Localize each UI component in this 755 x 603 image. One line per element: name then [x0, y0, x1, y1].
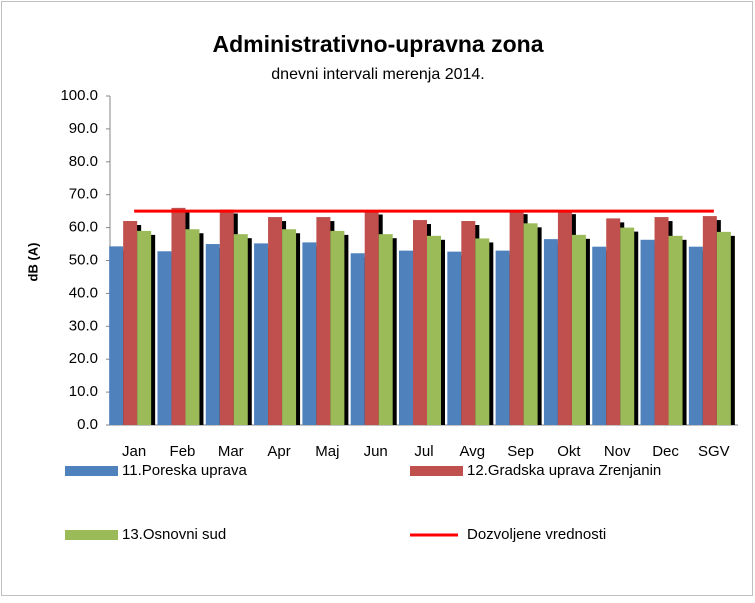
bar	[399, 250, 413, 425]
legend-label: 11.Poreska uprava	[122, 462, 247, 479]
legend-swatch	[410, 466, 463, 476]
y-tick-label: 50.0	[69, 251, 98, 268]
legend-label: Dozvoljene vrednosti	[467, 526, 606, 543]
x-tick-label: Nov	[604, 443, 631, 460]
bar	[543, 239, 558, 425]
bar	[668, 235, 683, 425]
x-tick-label: SGV	[698, 443, 730, 460]
bar	[219, 209, 234, 425]
bar	[475, 238, 490, 425]
bar	[185, 229, 200, 425]
bar	[461, 221, 476, 425]
bar	[316, 217, 331, 425]
x-tick-label: Maj	[315, 443, 339, 460]
bar	[157, 251, 172, 425]
y-tick-label: 20.0	[69, 350, 98, 367]
bar	[447, 251, 462, 425]
bar	[427, 235, 441, 425]
bar	[233, 234, 248, 425]
x-tick-label: Apr	[267, 443, 290, 460]
chart-title: Administrativno-upravna zona	[213, 31, 544, 57]
bar	[523, 223, 538, 425]
bar	[413, 220, 427, 425]
bar	[592, 246, 607, 425]
y-tick-label: 40.0	[69, 284, 98, 301]
bar	[620, 227, 635, 425]
x-tick-label: Mar	[218, 443, 244, 460]
bar	[364, 210, 379, 425]
bar	[254, 243, 269, 425]
bar	[350, 253, 365, 425]
bar	[137, 230, 152, 425]
bar	[509, 210, 524, 425]
x-tick-label: Jan	[122, 443, 146, 460]
bar	[205, 244, 220, 425]
x-tick-label: Dec	[652, 443, 679, 460]
bar	[330, 230, 345, 425]
y-tick-label: 0.0	[77, 416, 98, 433]
y-tick-label: 70.0	[69, 186, 98, 203]
y-tick-label: 100.0	[60, 87, 98, 104]
x-tick-label: Avg	[460, 443, 486, 460]
x-tick-label: Okt	[557, 443, 581, 460]
bar	[171, 207, 186, 425]
x-tick-label: Jun	[364, 443, 388, 460]
x-tick-label: Sep	[507, 443, 534, 460]
y-tick-label: 30.0	[69, 317, 98, 334]
bar	[688, 246, 703, 425]
bar	[571, 234, 586, 425]
bar	[716, 231, 731, 425]
bar	[268, 217, 283, 425]
bar	[123, 221, 138, 425]
y-tick-label: 90.0	[69, 120, 98, 137]
legend-swatch	[65, 530, 118, 540]
bar	[495, 250, 510, 425]
bar	[606, 218, 621, 425]
bar	[378, 234, 393, 425]
x-tick-label: Feb	[170, 443, 196, 460]
bar	[109, 246, 124, 425]
y-tick-label: 80.0	[69, 153, 98, 170]
legend-swatch	[65, 466, 118, 476]
bar	[654, 217, 669, 425]
y-tick-label: 10.0	[69, 383, 98, 400]
bar	[702, 216, 717, 425]
legend-label: 13.Osnovni sud	[122, 526, 226, 543]
chart-subtitle: dnevni intervali merenja 2014.	[271, 66, 484, 83]
bar	[640, 239, 655, 425]
bar	[557, 210, 572, 425]
bar	[282, 229, 297, 425]
y-tick-label: 60.0	[69, 219, 98, 236]
x-tick-label: Jul	[414, 443, 433, 460]
legend-label: 12.Gradska uprava Zrenjanin	[467, 462, 661, 479]
y-axis-label: dB (A)	[25, 243, 40, 282]
bar	[302, 242, 317, 425]
